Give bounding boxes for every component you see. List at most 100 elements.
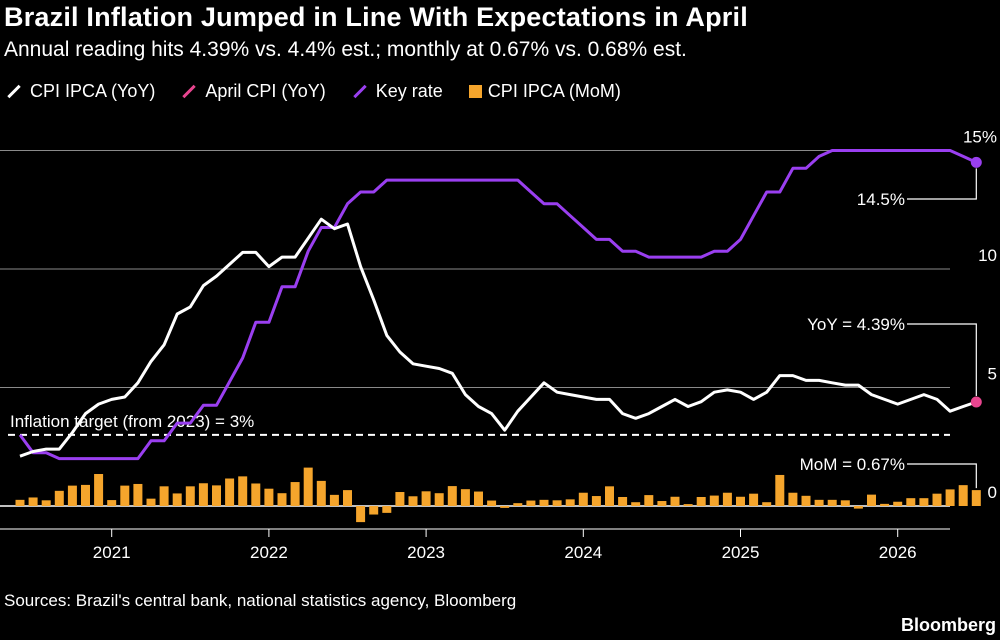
chart-subtitle: Annual reading hits 4.39% vs. 4.4% est.;… [4, 38, 687, 61]
legend-item-cpi-yoy: CPI IPCA (YoY) [6, 81, 155, 102]
mom-callout-leader [907, 463, 977, 489]
y-tick-label: 10 [978, 246, 997, 265]
mom-bar [880, 503, 890, 506]
y-tick-label: 15% [963, 128, 997, 147]
mom-bar [762, 502, 772, 506]
key-rate-end-marker [970, 156, 982, 168]
mom-bar [893, 501, 903, 506]
source-note: Sources: Brazil's central bank, national… [4, 591, 517, 610]
mom-bar [185, 486, 195, 506]
mom-bar [460, 489, 470, 506]
cpi-yoy-line [19, 217, 977, 458]
mom-bar [447, 486, 457, 506]
mom-bar [316, 480, 326, 506]
mom-bar [198, 483, 208, 506]
mom-bar [94, 474, 104, 506]
x-tick-label: 2024 [564, 543, 602, 562]
mom-bar [133, 483, 143, 506]
mom-bar [382, 506, 392, 513]
mom-bar [867, 494, 876, 506]
mom-bar [329, 494, 339, 506]
mom-bar [683, 504, 693, 506]
mom-bar [107, 500, 117, 506]
mom-bar [631, 502, 641, 506]
chart-title: Brazil Inflation Jumped in Line With Exp… [4, 2, 748, 32]
mom-bar [906, 498, 916, 506]
mom-bar [238, 476, 248, 506]
legend-swatch [468, 85, 482, 98]
mom-bar [303, 467, 313, 506]
x-tick-label: 2023 [407, 543, 445, 562]
mom-bar [395, 492, 405, 506]
y-tick-label: 0 [988, 483, 997, 502]
legend-label: April CPI (YoY) [205, 81, 326, 101]
mom-bar [670, 496, 680, 506]
mom-bar [565, 499, 575, 506]
yoy-callout-leader [907, 323, 977, 396]
mom-bar [696, 496, 706, 506]
mom-bar [736, 496, 745, 506]
april-cpi-marker [970, 396, 982, 408]
mom-bar [225, 478, 235, 506]
x-tick-label: 2021 [93, 543, 131, 562]
mom-bar [41, 500, 51, 506]
mom-bar [578, 492, 588, 506]
inflation-target-label: Inflation target (from 2023) = 3% [10, 412, 254, 431]
key-rate-line [18, 149, 977, 461]
mom-bar [709, 495, 719, 506]
legend-item-cpi-mom: CPI IPCA (MoM) [468, 81, 621, 102]
x-tick-label: 2026 [879, 543, 917, 562]
legend-label: Key rate [375, 81, 443, 101]
mom-bar [775, 474, 785, 506]
mom-bar [264, 488, 274, 506]
mom-bar [54, 490, 64, 506]
mom-bar [722, 492, 732, 506]
mom-bar [657, 501, 667, 506]
mom-bar [919, 498, 929, 506]
mom-bar [591, 496, 601, 506]
mom-bar [212, 485, 221, 506]
mom-bar [356, 506, 366, 523]
mom-bar [840, 500, 850, 506]
mom-bar [552, 500, 562, 506]
mom-bar [421, 491, 431, 506]
mom-bar [971, 490, 981, 506]
mom-bar [500, 506, 510, 508]
mom-bar [958, 485, 968, 506]
legend-label: CPI IPCA (YoY) [30, 81, 156, 101]
mom-bar [801, 495, 811, 506]
mom-bar [28, 497, 38, 506]
mom-bar [369, 506, 379, 515]
mom-bar [932, 493, 942, 506]
mom-bar [474, 491, 483, 506]
mom-bar [513, 503, 523, 506]
brand-logo: Bloomberg [900, 615, 996, 635]
mom-bar [788, 492, 798, 506]
mom-bar [159, 486, 169, 506]
mom-bar [605, 486, 614, 506]
mom-callout-label: MoM = 0.67% [800, 455, 905, 474]
mom-bar [945, 489, 955, 506]
mom-bar [853, 506, 863, 509]
mom-bar [290, 482, 300, 506]
mom-bar [644, 495, 654, 506]
key-rate-callout-label: 14.5% [857, 190, 905, 209]
mom-bar [277, 493, 287, 506]
mom-bar [814, 499, 824, 506]
legend-item-april-cpi: April CPI (YoY) [181, 81, 326, 102]
mom-bar [827, 499, 837, 506]
chart-plot: 0 5 10 15% Inflation target (from 2023) = 3%… [0, 128, 997, 562]
mom-bar [251, 483, 261, 506]
mom-bar [749, 493, 759, 506]
mom-bar [526, 500, 536, 506]
mom-bar [408, 496, 418, 506]
legend-item-key-rate: Key rate [352, 81, 443, 102]
legend: CPI IPCA (YoY) April CPI (YoY) Key rate … [6, 81, 621, 102]
key-rate-callout-leader [907, 168, 977, 200]
mom-bar [434, 493, 444, 506]
mom-bar [487, 500, 497, 506]
mom-bar [15, 499, 25, 506]
mom-bar [146, 498, 156, 506]
x-tick-label: 2025 [722, 543, 760, 562]
yoy-callout-label: YoY = 4.39% [807, 315, 905, 334]
